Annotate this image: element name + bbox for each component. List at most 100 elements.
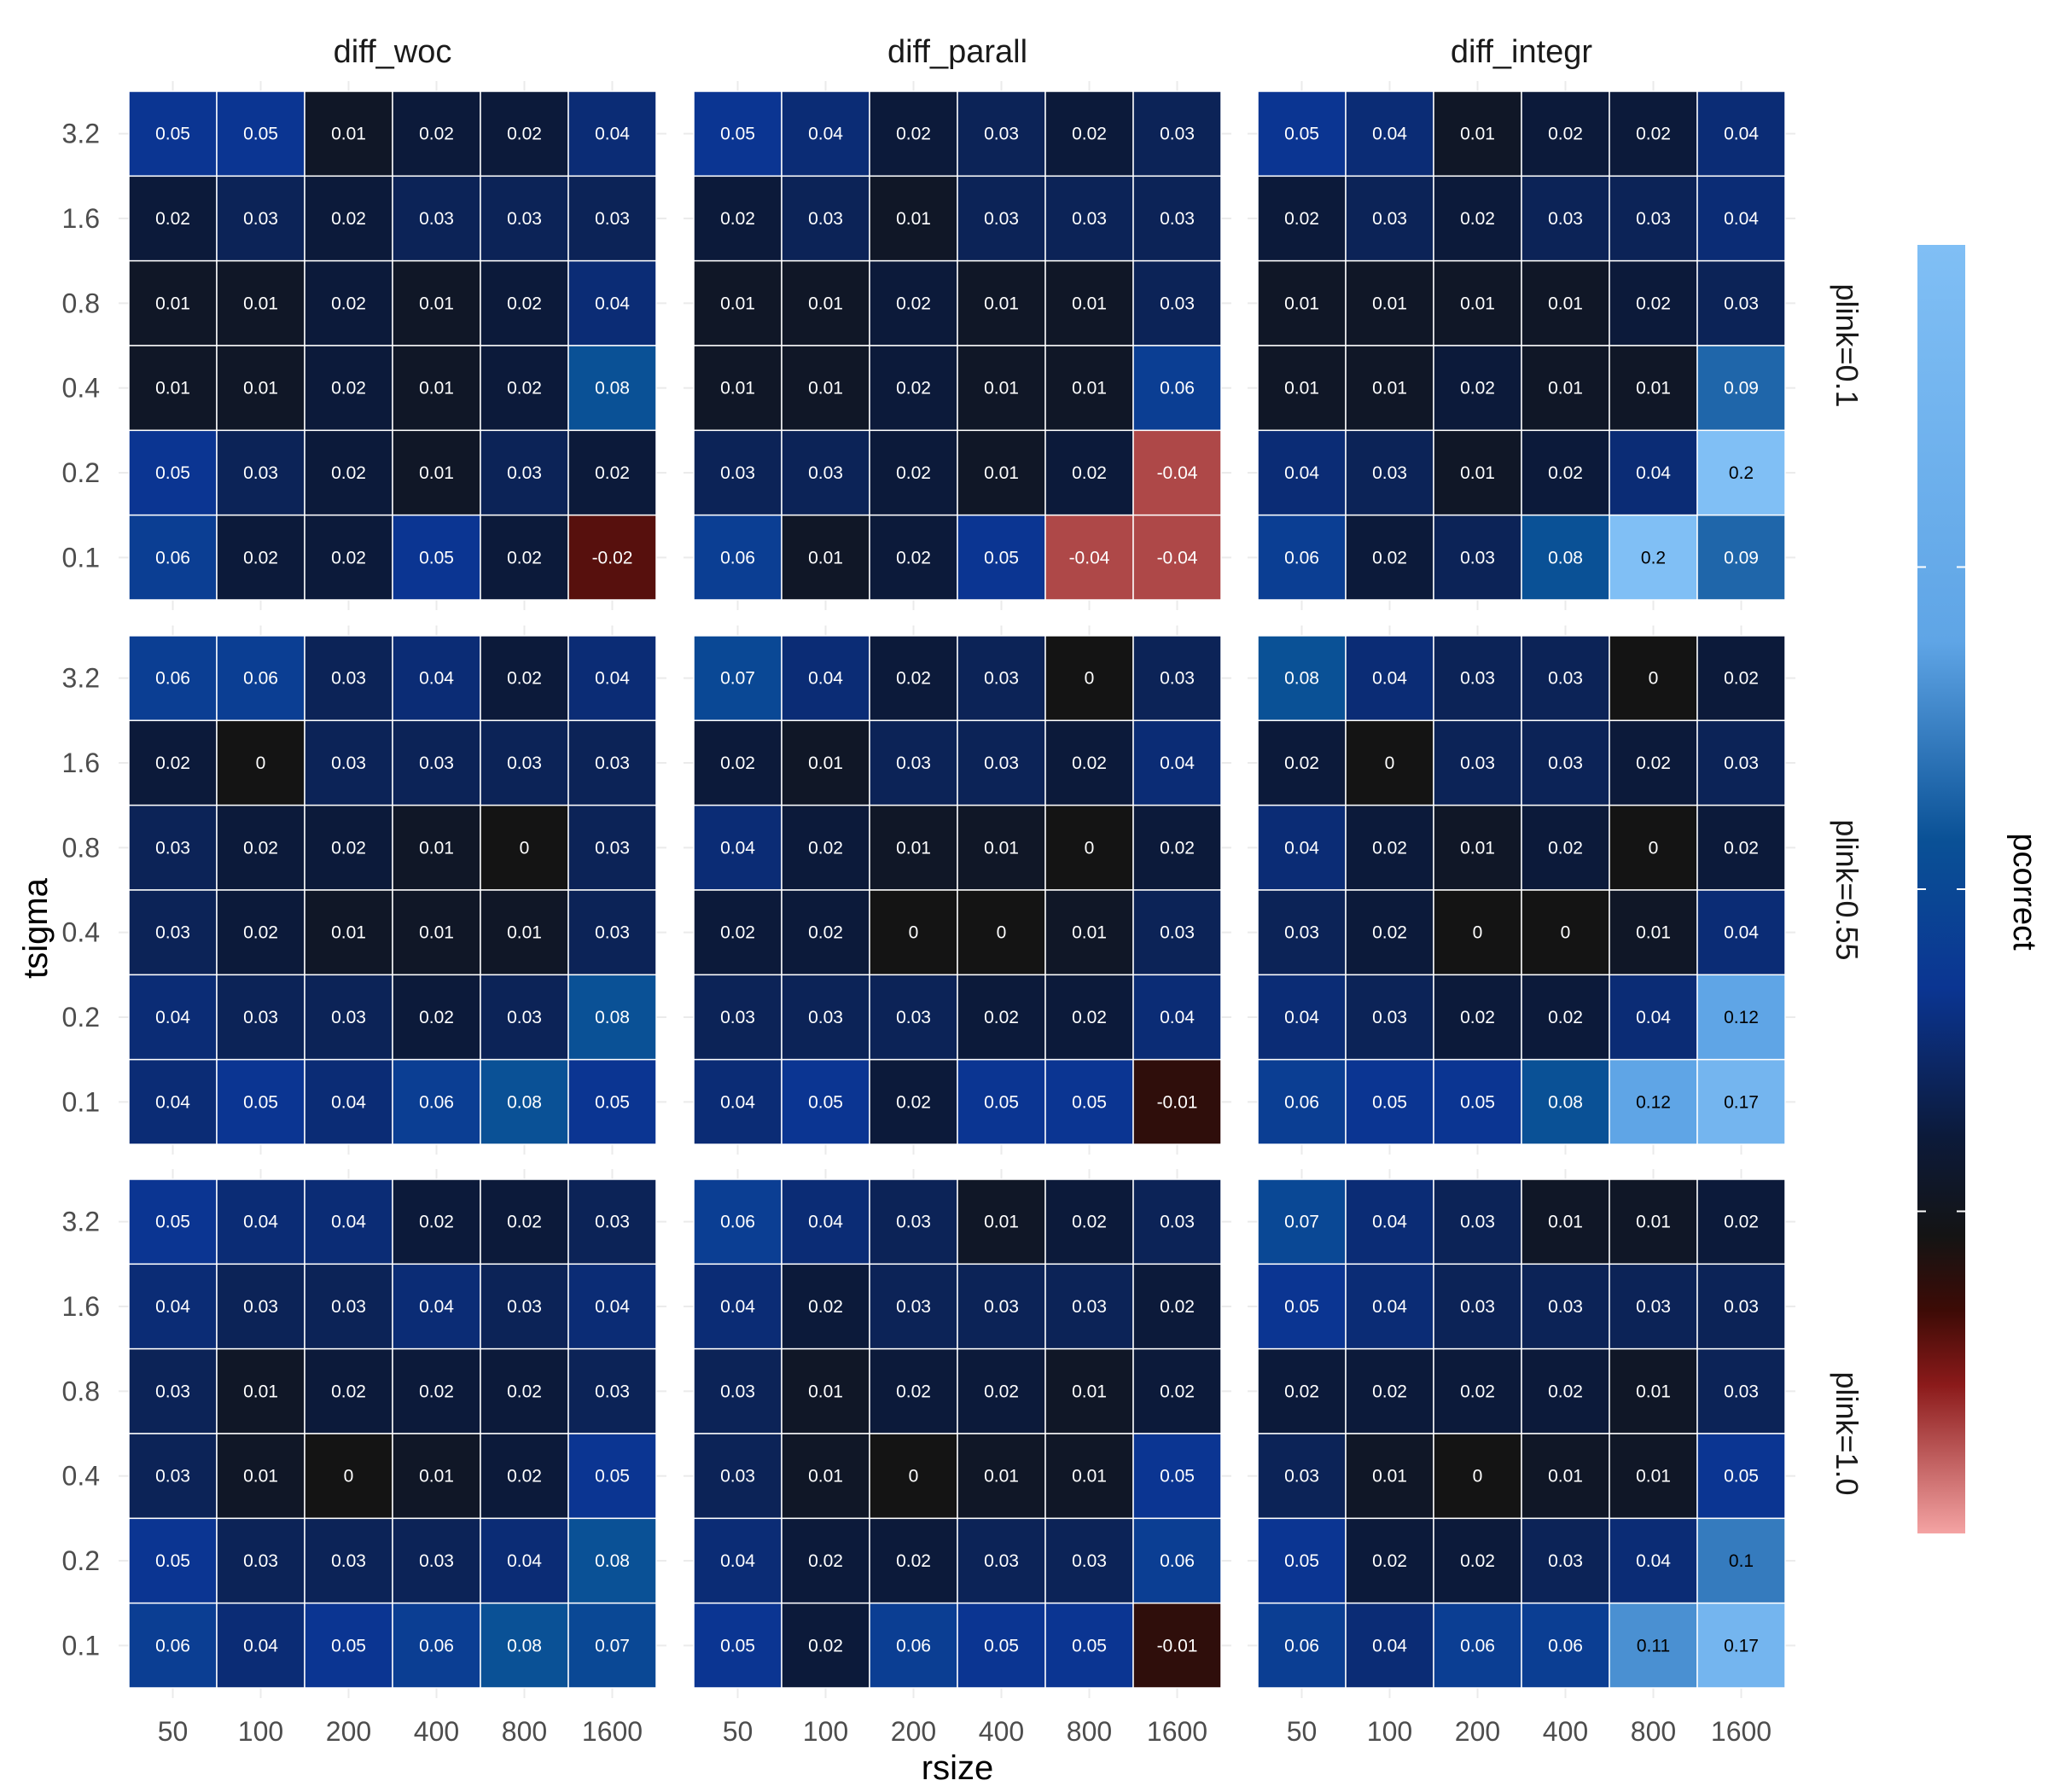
heatmap-cell	[1521, 345, 1610, 432]
cell-value-label: 0.03	[595, 923, 630, 943]
y-tick-label: 0.4	[62, 917, 100, 948]
heatmap-cell	[1433, 719, 1522, 806]
heatmap-cell	[1044, 719, 1134, 806]
heatmap-cell	[216, 974, 305, 1061]
cell-value-label: 0.05	[720, 1636, 755, 1655]
heatmap-cell	[567, 1263, 657, 1350]
cell-value-label: -0.01	[1157, 1636, 1198, 1655]
heatmap-cell	[1345, 175, 1434, 262]
heatmap-cell	[1521, 1058, 1610, 1145]
cell-value-label: 0	[997, 923, 1007, 943]
heatmap-cell	[567, 1058, 657, 1145]
cell-value-label: 0.08	[507, 1636, 542, 1655]
y-tick-label: 0.2	[62, 1002, 100, 1033]
x-tick-label: 100	[238, 1716, 283, 1747]
cell-value-label: 0.02	[1160, 838, 1195, 858]
cell-value-label: 0.03	[419, 753, 454, 773]
cell-value-label: 0.09	[1724, 548, 1759, 567]
cell-value-label: 0	[1649, 838, 1659, 858]
heatmap-cell	[1345, 1433, 1434, 1520]
cell-value-label: 0.02	[1460, 1008, 1495, 1027]
heatmap-cell	[1521, 1433, 1610, 1520]
heatmap-cell	[1521, 1602, 1610, 1689]
cell-value-label: 0.02	[507, 1467, 542, 1487]
cell-value-label: 0.03	[1072, 209, 1107, 229]
heatmap-cell	[1696, 1263, 1786, 1350]
cell-value-label: 0.09	[1724, 379, 1759, 399]
heatmap-cell	[1345, 889, 1434, 976]
cell-value-label: 0.12	[1636, 1092, 1671, 1112]
cell-value-label: 0.02	[896, 1092, 931, 1112]
cell-value-label: 0.02	[1160, 1382, 1195, 1401]
cell-value-label: 0	[1649, 669, 1659, 689]
cell-value-label: 0.03	[808, 1008, 843, 1027]
cell-value-label: 0.01	[1636, 1382, 1671, 1401]
x-tick-label: 800	[1631, 1716, 1676, 1747]
cell-value-label: 0.02	[1072, 463, 1107, 483]
cell-value-label: 0.04	[155, 1008, 190, 1027]
cell-value-label: 0.04	[1636, 463, 1671, 483]
cell-value-label: 0.01	[243, 1467, 278, 1487]
heatmap-cell	[1609, 259, 1698, 346]
cell-value-label: 0.03	[720, 1008, 755, 1027]
heatmap-cell	[781, 90, 870, 177]
cell-value-label: 0.05	[155, 1551, 190, 1571]
cell-value-label: 0.01	[1636, 379, 1671, 399]
heatmap-cell	[480, 719, 569, 806]
y-axis-title: tsigma	[17, 877, 55, 979]
heatmap-cell	[1521, 635, 1610, 722]
y-tick-label: 0.1	[62, 1086, 100, 1117]
heatmap-cell	[216, 1263, 305, 1350]
cell-value-label: 0.02	[1548, 838, 1583, 858]
cell-value-label: 0.01	[1284, 379, 1319, 399]
heatmap-cell	[1609, 1058, 1698, 1145]
cell-value-label: 0.02	[507, 125, 542, 144]
cell-value-label: 0.02	[1284, 209, 1319, 229]
cell-value-label: 0.02	[1548, 1008, 1583, 1027]
cell-value-label: 0.03	[243, 1008, 278, 1027]
cell-value-label: 0.04	[1160, 1008, 1195, 1027]
cell-value-label: 0.05	[984, 1636, 1019, 1655]
heatmap-cell	[392, 974, 481, 1061]
heatmap-cell	[693, 90, 783, 177]
heatmap-cell	[392, 719, 481, 806]
cell-value-label: 0.05	[1072, 1636, 1107, 1655]
heatmap-cell	[567, 1602, 657, 1689]
cell-value-label: -0.02	[592, 548, 633, 567]
heatmap-cell	[693, 1602, 783, 1689]
heatmap-cell	[1044, 1263, 1134, 1350]
heatmap-cell	[304, 429, 393, 516]
heatmap-cell	[1132, 889, 1222, 976]
cell-value-label: 0.02	[1372, 1382, 1407, 1401]
heatmap-cell	[1257, 514, 1347, 601]
cell-value-label: 0.01	[1460, 838, 1495, 858]
cell-value-label: 0.04	[331, 1213, 366, 1232]
heatmap-cell	[693, 514, 783, 601]
panel-diff_integr-plink=1.0: 0.07 0.04 0.03 0.01 0.01 0.02 0.05 0.04 0.03 0.03…	[1257, 1178, 1786, 1689]
cell-value-label: 0.02	[507, 294, 542, 313]
cell-value-label: 0.01	[155, 294, 190, 313]
cell-value-label: 0.07	[595, 1636, 630, 1655]
cell-value-label: 0.08	[1284, 669, 1319, 689]
cell-value-label: 0.02	[720, 209, 755, 229]
cell-value-label: 0.02	[155, 209, 190, 229]
heatmap-cell	[1257, 635, 1347, 722]
heatmap-cell	[304, 1178, 393, 1265]
heatmap-cell	[304, 1433, 393, 1520]
cell-value-label: 0.01	[419, 294, 454, 313]
heatmap-cell	[1132, 345, 1222, 432]
cell-value-label: 0.02	[808, 1551, 843, 1571]
cell-value-label: 0.01	[507, 923, 542, 943]
cell-value-label: 0.02	[507, 379, 542, 399]
cell-value-label: 0.01	[1072, 294, 1107, 313]
cell-value-label: 0.02	[507, 669, 542, 689]
cell-value-label: 0.01	[331, 125, 366, 144]
heatmap-cell	[1044, 635, 1134, 722]
heatmap-cell	[304, 514, 393, 601]
cell-value-label: 0.05	[720, 125, 755, 144]
cell-value-label: 0.05	[1284, 125, 1319, 144]
cell-value-label: 0.02	[243, 838, 278, 858]
cell-value-label: 0.02	[1072, 1008, 1107, 1027]
cell-value-label: 0.17	[1724, 1092, 1759, 1112]
